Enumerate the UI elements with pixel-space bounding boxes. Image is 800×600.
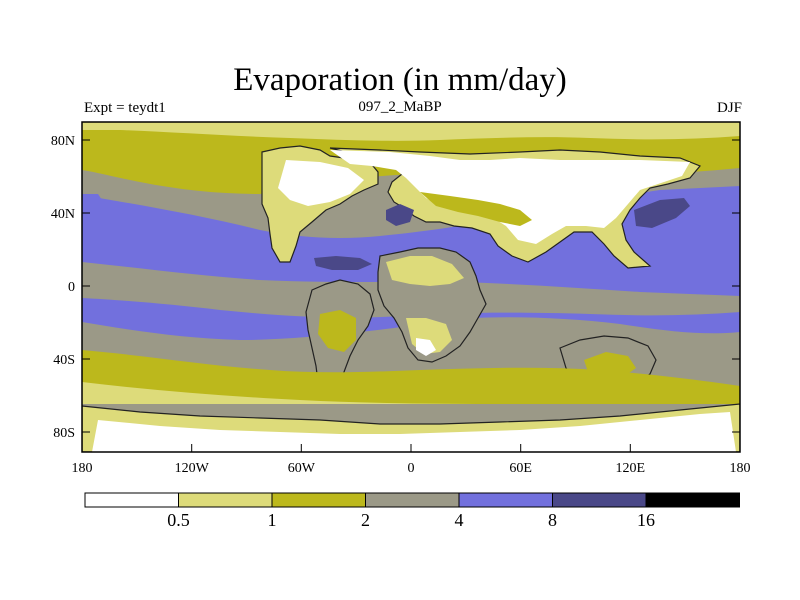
x-axis (81, 444, 741, 452)
colorbar-label: 8 (548, 510, 557, 530)
x-tick-label: 120E (616, 461, 646, 476)
y-tick-label: 40N (51, 207, 75, 222)
colorbar-swatch (645, 492, 740, 508)
north-polar-band (82, 122, 740, 141)
map-field (82, 122, 740, 452)
colorbar-swatch (84, 492, 179, 508)
x-tick-label: 60W (288, 461, 316, 476)
kuroshio-high-patch (634, 198, 690, 228)
colorbar-label: 1 (268, 510, 277, 530)
colorbar-swatch (271, 492, 366, 508)
y-tick-label: 80S (53, 426, 75, 441)
colorbar-swatch (458, 492, 553, 508)
mediterranean-high-patch (386, 204, 414, 226)
x-tick-label: 180 (730, 461, 751, 476)
antarctica-low-evaporation (92, 412, 736, 452)
eurasia-midlatitude-patch (420, 192, 532, 226)
experiment-label: Expt = teydt1 (84, 100, 166, 116)
colorbar-swatch (178, 492, 273, 508)
colorbar (84, 492, 740, 508)
colorbar-label: 2 (361, 510, 370, 530)
x-tick-label: 60E (509, 461, 532, 476)
season-label: DJF (716, 100, 742, 116)
atlantic-high-patch (314, 256, 372, 270)
period-label: 097_2_MaBP (358, 99, 442, 115)
south-america-midlatitude-patch (318, 310, 356, 352)
kalahari-white-patch (416, 338, 436, 356)
y-tick-label: 80N (51, 134, 75, 149)
y-tick-label: 40S (53, 353, 75, 368)
y-axis (82, 139, 740, 433)
colorbar-swatch (365, 492, 460, 508)
x-tick-label: 0 (408, 461, 415, 476)
west-pacific-edge-patch (82, 194, 106, 214)
north-america-low-evaporation (278, 160, 364, 206)
x-tick-label: 180 (72, 461, 93, 476)
colorbar-swatch (552, 492, 647, 508)
colorbar-label: 0.5 (167, 510, 190, 530)
colorbar-label: 4 (455, 510, 464, 530)
plot-title: Evaporation (in mm/day) (233, 62, 567, 98)
sahara-low-evaporation (386, 256, 464, 286)
eurasia-low-evaporation (330, 150, 690, 244)
colorbar-label: 16 (637, 510, 655, 530)
x-tick-label: 120W (175, 461, 210, 476)
y-tick-label: 0 (68, 280, 75, 295)
